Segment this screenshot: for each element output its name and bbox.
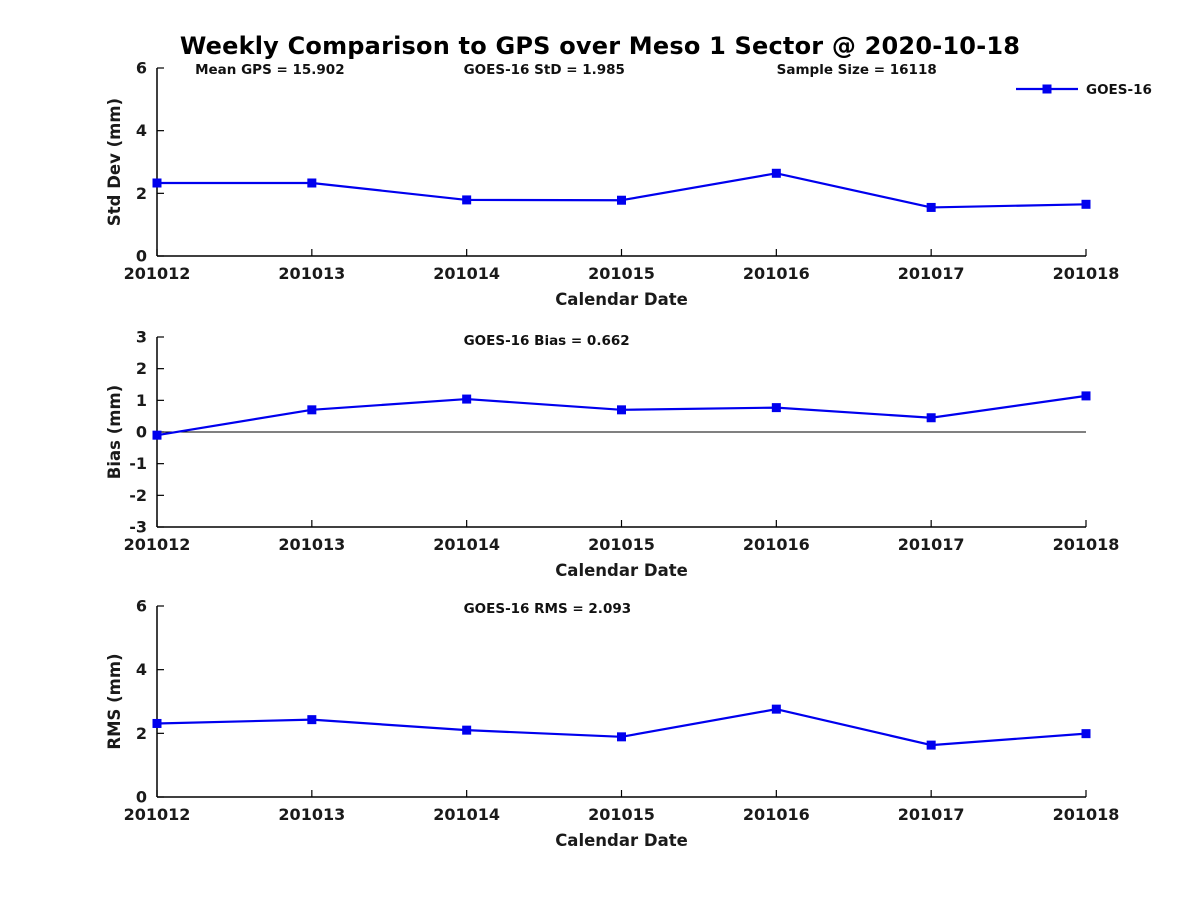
bias-x-axis-title: Calendar Date xyxy=(555,561,688,580)
std-dev-data-point-marker xyxy=(1081,199,1091,209)
bias-data-point-marker xyxy=(926,413,936,423)
rms-x-tick-label: 201016 xyxy=(743,805,810,824)
rms-x-tick-label: 201014 xyxy=(433,805,500,824)
bias-y-tick-label: 2 xyxy=(136,359,147,378)
bias-data-point-marker xyxy=(617,405,626,415)
bias-y-tick-label: -1 xyxy=(129,454,147,473)
bias-x-tick-label: 201013 xyxy=(278,535,345,554)
bias-data-point-marker xyxy=(1081,391,1091,401)
rms-data-point-marker xyxy=(1081,729,1091,739)
rms-annotation: GOES-16 RMS = 2.093 xyxy=(464,601,632,617)
bias-data-point-marker xyxy=(307,405,317,415)
std-dev-data-point-marker xyxy=(152,178,162,188)
bias-x-tick-label: 201014 xyxy=(433,535,500,554)
bias-y-tick-label: -2 xyxy=(129,486,147,505)
bias-y-tick-label: 3 xyxy=(136,328,147,347)
bias-y-tick-label: 0 xyxy=(136,423,147,442)
std-dev-x-axis-title: Calendar Date xyxy=(555,290,688,309)
bias-x-tick-label: 201017 xyxy=(898,535,965,554)
legend-label: GOES-16 xyxy=(1086,82,1152,98)
std-dev-y-tick-label: 6 xyxy=(136,59,147,78)
rms-data-point-marker xyxy=(926,740,936,750)
std-dev-data-point-marker xyxy=(926,202,936,212)
rms-x-axis-title: Calendar Date xyxy=(555,831,688,850)
bias-annotation: GOES-16 Bias = 0.662 xyxy=(464,333,630,349)
std-dev-data-point-marker xyxy=(462,195,472,205)
bias-data-line xyxy=(156,394,1087,437)
bias-data-point-marker xyxy=(152,430,162,440)
rms-y-axis-title: RMS (mm) xyxy=(105,653,124,749)
bias-data-point-marker xyxy=(462,394,472,404)
std-dev-x-tick-label: 201018 xyxy=(1053,264,1120,283)
rms-y-tick-label: 2 xyxy=(136,724,147,743)
std-dev-x-tick-label: 201014 xyxy=(433,264,500,283)
rms-y-tick-label: 6 xyxy=(136,597,147,616)
std-dev-x-tick-label: 201012 xyxy=(124,264,191,283)
std-dev-y-tick-label: 2 xyxy=(136,184,147,203)
bias-data-point-marker xyxy=(771,403,781,413)
bias-x-tick-label: 201012 xyxy=(124,535,191,554)
rms-x-tick-label: 201017 xyxy=(898,805,965,824)
bias-x-tick-label: 201018 xyxy=(1053,535,1120,554)
std-dev-y-tick-label: 4 xyxy=(136,121,147,140)
std-dev-annotation: Sample Size = 16118 xyxy=(777,62,937,78)
bias-y-tick-label: 1 xyxy=(136,391,147,410)
std-dev-annotation: Mean GPS = 15.902 xyxy=(195,62,345,78)
rms-y-tick-label: 4 xyxy=(136,660,147,679)
rms-data-point-marker xyxy=(152,718,162,728)
rms-x-tick-label: 201013 xyxy=(278,805,345,824)
std-dev-x-tick-label: 201016 xyxy=(743,264,810,283)
rms-x-tick-label: 201015 xyxy=(588,805,655,824)
bias-y-axis-title: Bias (mm) xyxy=(105,385,124,479)
rms-data-point-marker xyxy=(307,715,317,725)
rms-data-point-marker xyxy=(771,704,781,714)
std-dev-x-tick-label: 201015 xyxy=(588,264,655,283)
std-dev-y-tick-label: 0 xyxy=(136,247,147,266)
figure-title: Weekly Comparison to GPS over Meso 1 Sec… xyxy=(179,32,1021,60)
bias-y-tick-label: -3 xyxy=(129,518,147,537)
rms-x-tick-label: 201012 xyxy=(124,805,191,824)
rms-x-tick-label: 201018 xyxy=(1053,805,1120,824)
bias-x-tick-label: 201015 xyxy=(588,535,655,554)
rms-y-tick-label: 0 xyxy=(136,788,147,807)
std-dev-data-point-marker xyxy=(771,168,781,178)
std-dev-data-point-marker xyxy=(617,195,626,205)
std-dev-data-point-marker xyxy=(307,178,317,188)
rms-data-point-marker xyxy=(617,732,626,742)
rms-data-point-marker xyxy=(462,725,472,735)
legend-marker xyxy=(1042,84,1052,94)
std-dev-x-tick-label: 201017 xyxy=(898,264,965,283)
std-dev-y-axis-title: Std Dev (mm) xyxy=(105,98,124,226)
bias-x-tick-label: 201016 xyxy=(743,535,810,554)
std-dev-annotation: GOES-16 StD = 1.985 xyxy=(464,62,625,78)
std-dev-x-tick-label: 201013 xyxy=(278,264,345,283)
